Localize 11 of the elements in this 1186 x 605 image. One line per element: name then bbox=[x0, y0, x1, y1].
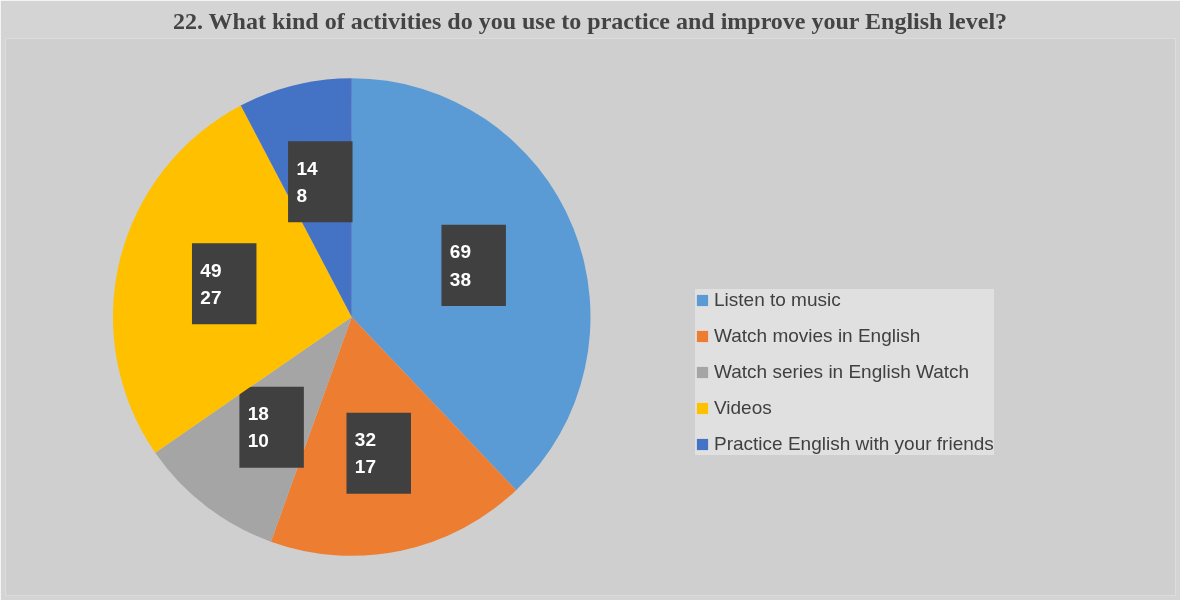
legend-label: Practice English with your friends bbox=[714, 433, 994, 455]
legend-label: Listen to music bbox=[714, 289, 841, 311]
data-label: 32 17 bbox=[354, 429, 376, 478]
legend-label: Watch series in English Watch bbox=[714, 361, 970, 383]
data-label: 14 8 bbox=[296, 157, 318, 206]
data-label: 69 38 bbox=[449, 241, 471, 290]
legend-label: Videos bbox=[714, 397, 772, 419]
data-label: 18 10 bbox=[247, 403, 269, 452]
data-label: 49 27 bbox=[200, 259, 222, 308]
legend-label: Watch movies in English bbox=[714, 325, 921, 347]
chart-title: 22. What kind of activities do you use to practice and improve your English level? bbox=[173, 7, 1008, 34]
